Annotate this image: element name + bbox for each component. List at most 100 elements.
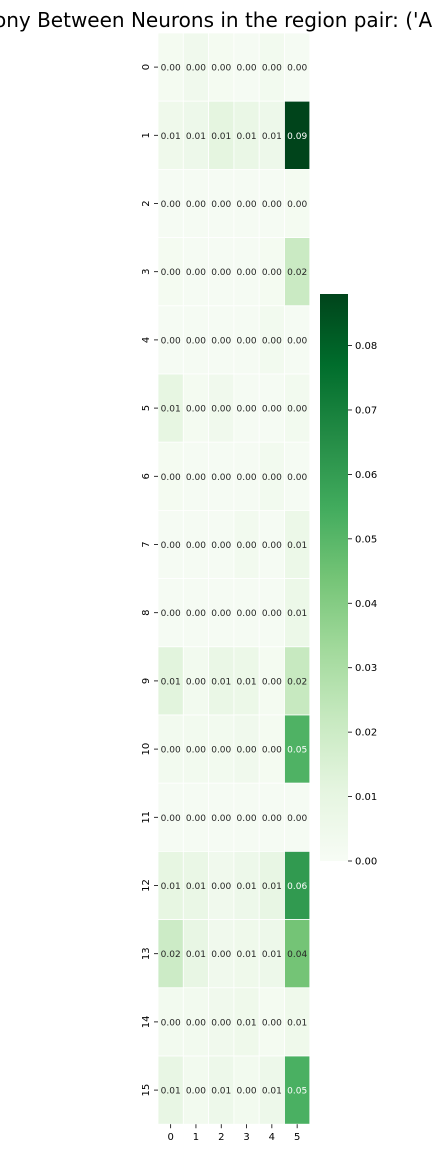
cell-value-label: 0.00 — [287, 405, 307, 415]
heatmap-cell — [258, 919, 285, 989]
cell-value-label: 0.00 — [237, 200, 257, 210]
y-tick-label: 6 — [141, 473, 152, 479]
heatmap-cell — [157, 32, 184, 102]
cell-value-label: 0.00 — [186, 336, 206, 346]
heatmap-cell — [258, 578, 285, 648]
colorbar-tick-label: 0.05 — [355, 534, 377, 545]
cell-value-label: 0.01 — [237, 950, 257, 960]
cell-value-label: 0.02 — [161, 950, 181, 960]
cell-value-label: 0.00 — [211, 746, 231, 756]
cell-value-label: 0.01 — [237, 132, 257, 142]
cell-value-label: 0.00 — [161, 473, 181, 483]
y-tick-label: 15 — [141, 1084, 152, 1097]
y-tick-label: 3 — [141, 269, 152, 275]
cell-value-label: 0.01 — [287, 1018, 307, 1028]
heatmap-cell — [233, 509, 260, 579]
cell-value-label: 0.00 — [211, 405, 231, 415]
heatmap-cell — [157, 851, 184, 921]
heatmap-cell — [284, 714, 311, 784]
cell-value-label: 0.00 — [161, 268, 181, 278]
y-tick-label: 13 — [141, 947, 152, 960]
heatmap-cell — [284, 851, 311, 921]
cell-value-label: 0.01 — [161, 882, 181, 892]
cell-value-label: 0.00 — [161, 64, 181, 74]
heatmap-cell — [157, 237, 184, 307]
cell-value-label: 0.00 — [161, 541, 181, 551]
heatmap-cell — [208, 851, 235, 921]
heatmap-cell — [284, 782, 311, 852]
cell-value-label: 0.06 — [287, 882, 307, 892]
heatmap-cell — [233, 168, 260, 238]
colorbar-tick-label: 0.08 — [355, 341, 377, 352]
heatmap-cells — [157, 32, 311, 1125]
cell-value-label: 0.00 — [161, 814, 181, 824]
heatmap-cell — [284, 1055, 311, 1125]
heatmap-cell — [208, 919, 235, 989]
cell-value-label: 0.00 — [186, 473, 206, 483]
cell-value-label: 0.01 — [186, 950, 206, 960]
cell-value-label: 0.01 — [262, 950, 282, 960]
colorbar-tick-label: 0.06 — [355, 470, 377, 481]
heatmap-cell — [208, 305, 235, 375]
cell-value-label: 0.00 — [237, 64, 257, 74]
cell-value-label: 0.01 — [161, 677, 181, 687]
heatmap-cell — [157, 509, 184, 579]
heatmap-cell — [208, 32, 235, 102]
cell-value-label: 0.00 — [211, 473, 231, 483]
heatmap-cell — [233, 714, 260, 784]
cell-value-label: 0.00 — [186, 1087, 206, 1097]
x-tick-label: 2 — [218, 1132, 224, 1143]
heatmap-cell — [157, 714, 184, 784]
heatmap-cell — [258, 168, 285, 238]
cell-value-label: 0.00 — [211, 336, 231, 346]
heatmap-cell — [208, 509, 235, 579]
cell-value-label: 0.00 — [186, 200, 206, 210]
cell-value-label: 0.01 — [211, 1087, 231, 1097]
cell-value-label: 0.00 — [211, 950, 231, 960]
cell-value-label: 0.01 — [161, 132, 181, 142]
cell-value-label: 0.00 — [237, 473, 257, 483]
y-tick-label: 11 — [141, 811, 152, 824]
y-tick-label: 0 — [141, 64, 152, 70]
cell-value-label: 0.00 — [211, 541, 231, 551]
heatmap-cell — [284, 373, 311, 443]
cell-value-label: 0.00 — [186, 609, 206, 619]
heatmap-cell — [284, 305, 311, 375]
cell-value-label: 0.00 — [262, 268, 282, 278]
colorbar-tick-label: 0.00 — [355, 857, 377, 868]
cell-value-label: 0.01 — [237, 882, 257, 892]
cell-value-label: 0.01 — [287, 541, 307, 551]
cell-value-label: 0.00 — [186, 814, 206, 824]
heatmap-cell-labels: 0.00 0.00 0.00 0.00 0.00 0.00 0.01 0.01 0.01 0.01… — [161, 64, 308, 1097]
cell-value-label: 0.01 — [262, 1087, 282, 1097]
cell-value-label: 0.00 — [237, 1087, 257, 1097]
heatmap-cell — [284, 919, 311, 989]
colorbar-tick-label: 0.07 — [355, 405, 377, 416]
cell-value-label: 0.09 — [287, 132, 307, 142]
cell-value-label: 0.00 — [186, 541, 206, 551]
x-tick-label: 5 — [294, 1132, 300, 1143]
colorbar-tick-label: 0.03 — [355, 663, 377, 674]
y-tick-label: 7 — [141, 541, 152, 547]
heatmap-cell — [157, 578, 184, 648]
chart-title: rony Between Neurons in the region pair:… — [0, 8, 432, 32]
heatmap-cell — [208, 578, 235, 648]
cell-value-label: 0.00 — [186, 1018, 206, 1028]
heatmap-cell — [284, 441, 311, 511]
y-tick-label: 1 — [141, 132, 152, 138]
colorbar-tick-label: 0.02 — [355, 728, 377, 739]
cell-value-label: 0.00 — [287, 336, 307, 346]
heatmap-cell — [157, 919, 184, 989]
cell-value-label: 0.02 — [287, 268, 307, 278]
cell-value-label: 0.00 — [237, 746, 257, 756]
cell-value-label: 0.01 — [211, 677, 231, 687]
heatmap-cell — [233, 100, 260, 170]
cell-value-label: 0.05 — [287, 746, 307, 756]
cell-value-label: 0.00 — [237, 609, 257, 619]
heatmap-cell — [233, 441, 260, 511]
cell-value-label: 0.01 — [161, 1087, 181, 1097]
cell-value-label: 0.00 — [186, 64, 206, 74]
heatmap-cell — [182, 32, 210, 102]
cell-value-label: 0.01 — [262, 132, 282, 142]
